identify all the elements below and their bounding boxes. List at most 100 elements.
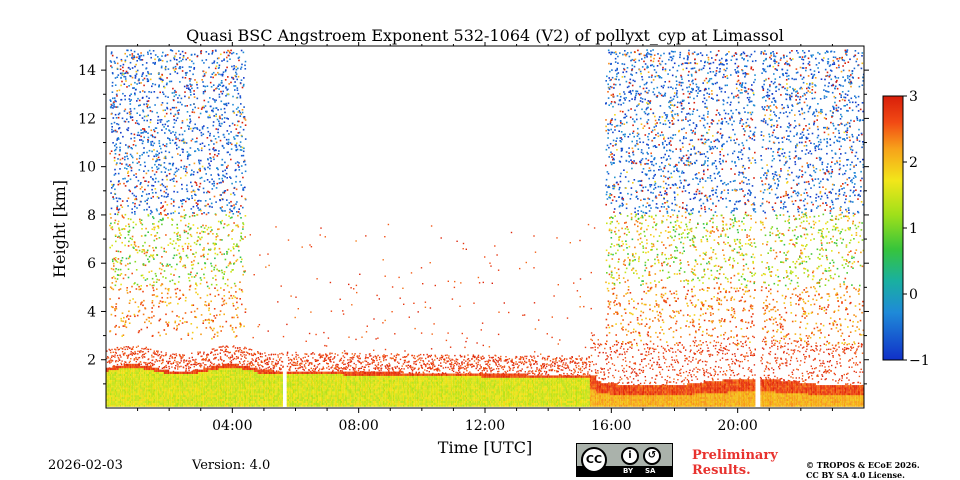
heatmap-cell [843,105,845,107]
heatmap-cell [241,196,243,198]
heatmap-cell [142,191,144,193]
heatmap-cell [122,312,124,314]
heatmap-cell [212,77,214,79]
heatmap-cell [833,262,835,264]
heatmap-cell [205,86,207,88]
heatmap-cell [694,237,696,239]
heatmap-cell [168,129,170,131]
heatmap-cell [227,225,229,227]
heatmap-cell [168,120,170,122]
heatmap-cell [811,202,813,204]
heatmap-cell [147,198,149,200]
heatmap-cell [211,320,213,322]
heatmap-cell [179,253,181,255]
heatmap-cell [628,136,630,138]
heatmap-cell [206,59,208,61]
heatmap-cell [193,90,195,92]
heatmap-cell [152,111,154,113]
heatmap-cell [748,157,750,159]
heatmap-cell [147,132,149,134]
heatmap-cell [775,321,777,323]
heatmap-cell [661,294,663,296]
heatmap-cell [143,137,145,139]
heatmap-cell [191,84,193,86]
heatmap-cell [116,303,118,305]
heatmap-cell [639,69,641,71]
heatmap-cell [805,238,807,240]
heatmap-cell [804,317,806,319]
heatmap-cell [702,282,704,284]
heatmap-cell [213,159,215,161]
heatmap-cell [109,331,111,333]
heatmap-cell [187,158,189,160]
heatmap-cell [849,107,851,109]
heatmap-cell [174,255,176,257]
heatmap-cell [146,199,148,201]
heatmap-cell [611,271,613,273]
heatmap-cell [715,166,717,168]
heatmap-cell [642,217,644,219]
heatmap-cell [241,304,243,306]
heatmap-cell [648,119,650,121]
heatmap-cell [150,141,152,143]
heatmap-cell [241,289,243,291]
heatmap-cell [180,259,182,261]
heatmap-cell [637,317,639,319]
heatmap-cell [650,186,652,188]
heatmap-cell [795,333,797,335]
heatmap-cell [245,308,247,310]
heatmap-cell [114,310,116,312]
heatmap-cell [607,84,609,86]
heatmap-cell [761,286,763,288]
heatmap-cell [696,191,698,193]
heatmap-cell [716,110,718,112]
heatmap-cell [216,236,218,238]
heatmap-cell [780,196,782,198]
heatmap-cell [821,149,823,151]
heatmap-cell [625,281,627,283]
heatmap-cell [115,77,117,79]
heatmap-cell [125,152,127,154]
heatmap-cell [146,152,148,154]
heatmap-cell [676,168,678,170]
heatmap-cell [236,135,238,137]
heatmap-cell [114,222,116,224]
heatmap-cell [852,321,854,323]
heatmap-cell [179,239,181,241]
heatmap-cell [235,72,237,74]
heatmap-cell [803,63,805,65]
heatmap-cell [221,270,223,272]
heatmap-cell [829,262,831,264]
heatmap-cell [671,293,673,295]
heatmap-cell [182,77,184,79]
heatmap-cell [694,197,696,199]
heatmap-cell [124,95,126,97]
heatmap-cell [134,213,136,215]
heatmap-cell [672,116,674,118]
heatmap-cell [630,52,632,54]
heatmap-cell [197,294,199,296]
heatmap-cell [194,242,196,244]
heatmap-cell [158,197,160,199]
heatmap-cell [621,245,623,247]
heatmap-cell [150,176,152,178]
heatmap-cell [730,74,732,76]
heatmap-cell [115,271,117,273]
heatmap-cell [151,197,153,199]
heatmap-cell [124,245,126,247]
heatmap-cell [713,162,715,164]
heatmap-cell [203,192,205,194]
heatmap-cell [181,140,183,142]
heatmap-cell [174,134,176,136]
heatmap-cell [190,66,192,68]
heatmap-cell [637,50,639,52]
heatmap-cell [161,74,163,76]
heatmap-cell [210,106,212,108]
heatmap-cell [167,54,169,56]
heatmap-cell [711,78,713,80]
heatmap-cell [192,268,194,270]
heatmap-cell [203,274,205,276]
heatmap-cell [220,221,222,223]
heatmap-cell [727,278,729,280]
heatmap-cell [622,63,624,65]
